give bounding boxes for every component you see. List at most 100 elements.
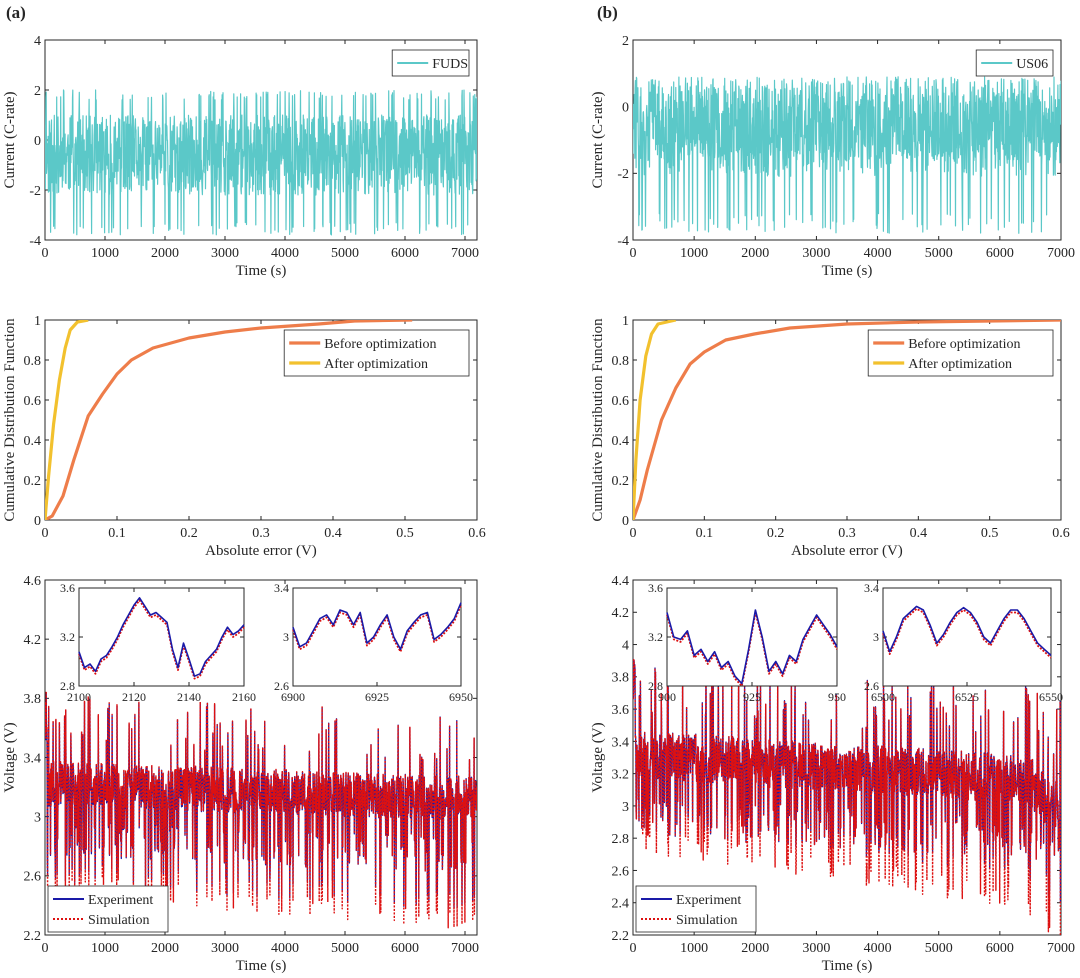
panel-label-b: (b) — [597, 3, 618, 22]
legend-label: Experiment — [676, 893, 741, 908]
a-cdf-chart: 0 0.1 0.2 0.3 0.4 0.5 0.6 0 0.2 0.4 0.6 0.8 1 Before … — [2, 314, 486, 559]
legend-label: Simulation — [676, 913, 737, 928]
x-tick-label: 3000 — [802, 246, 830, 261]
y-tick-label: 0.8 — [24, 354, 42, 369]
legend: Before optimization After optimization — [283, 329, 470, 377]
y-axis-label: Current (C-rate) — [590, 91, 606, 188]
x-tick-label: 2000 — [741, 941, 769, 956]
data-layer — [45, 89, 477, 236]
y-tick-label: -4 — [29, 234, 41, 249]
legend: Experiment Simulation — [635, 885, 757, 933]
legend: US06 — [975, 49, 1054, 77]
b-voltage-chart: 0 1000 2000 3000 4000 5000 6000 7000 2.2 2.4 2.6 2.… — [590, 574, 1075, 974]
legend-box — [635, 885, 757, 933]
x-tick-label: 6000 — [391, 941, 419, 956]
y-tick-label: 3.4 — [24, 751, 42, 766]
x-tick-label: 0 — [630, 246, 637, 261]
y-tick-label: 3 — [34, 811, 41, 826]
legend: FUDS — [391, 49, 470, 77]
inset-y-tick-label: 3.4 — [864, 581, 879, 595]
legend-label: Before optimization — [324, 337, 436, 352]
inset-simulation-line — [882, 607, 1052, 659]
x-tick-label: 0 — [42, 941, 49, 956]
inset-y-tick-label: 3.4 — [274, 581, 289, 595]
x-tick-label: 6000 — [391, 246, 419, 261]
inset-experiment-line — [882, 605, 1052, 656]
x-tick-label: 4000 — [864, 941, 892, 956]
legend-label: Before optimization — [908, 337, 1020, 352]
y-tick-label: 0.2 — [612, 474, 630, 489]
legend-box — [283, 329, 470, 377]
x-tick-label: 1000 — [680, 246, 708, 261]
x-tick-label: 0.3 — [838, 526, 856, 541]
x-tick-label: 0.3 — [252, 526, 270, 541]
data-layer — [45, 320, 413, 520]
x-tick-label: 4000 — [864, 246, 892, 261]
y-tick-label: 4.2 — [24, 633, 42, 648]
x-tick-label: 0.6 — [1052, 526, 1070, 541]
legend: Experiment Simulation — [47, 885, 169, 933]
x-axis-label: Time (s) — [236, 958, 287, 974]
x-axis-label: Time (s) — [236, 263, 287, 279]
legend-label: Experiment — [88, 893, 153, 908]
x-tick-label: 0.6 — [468, 526, 486, 541]
inset-x-tick-label: 6500 — [871, 690, 895, 704]
inset-x-tick-label: 6550 — [1039, 690, 1063, 704]
x-tick-label: 5000 — [925, 941, 953, 956]
y-axis-label: Cumulative Distribution Function — [590, 318, 606, 522]
x-tick-label: 0.1 — [696, 526, 714, 541]
x-tick-label: 4000 — [271, 941, 299, 956]
x-tick-label: 6000 — [986, 941, 1014, 956]
y-tick-label: 0.2 — [24, 474, 42, 489]
y-tick-label: 0.4 — [24, 434, 42, 449]
x-tick-label: 6000 — [986, 246, 1014, 261]
inset-x-tick-label: 2140 — [177, 690, 201, 704]
x-tick-label: 7000 — [1047, 941, 1075, 956]
inset-x-tick-label: 2160 — [232, 690, 256, 704]
x-tick-label: 0.2 — [767, 526, 785, 541]
x-tick-label: 0.1 — [108, 526, 126, 541]
x-axis-label: Absolute error (V) — [205, 543, 317, 559]
inset-y-tick-label: 3.2 — [60, 630, 75, 644]
legend-label: After optimization — [324, 357, 428, 372]
inset-experiment-line — [78, 596, 245, 678]
y-tick-label: 4.4 — [612, 574, 630, 589]
series-line-before — [633, 320, 1061, 520]
y-axis-label: Current (C-rate) — [2, 91, 18, 188]
y-tick-label: 3.8 — [612, 671, 630, 686]
x-tick-label: 7000 — [451, 246, 479, 261]
inset-y-tick-label: 3.2 — [648, 630, 663, 644]
x-tick-label: 1000 — [680, 941, 708, 956]
y-tick-label: 3.4 — [612, 735, 630, 750]
y-tick-label: 0.6 — [24, 394, 42, 409]
y-tick-label: 2.6 — [24, 870, 42, 885]
inset-x-tick-label: 2100 — [67, 690, 91, 704]
series-line-fuds — [45, 89, 477, 236]
y-tick-label: 0.6 — [612, 394, 630, 409]
a-current-chart: 0 1000 2000 3000 4000 5000 6000 7000 -4 -2 0 2 4 FUDS… — [2, 34, 479, 279]
legend-label: Simulation — [88, 913, 149, 928]
inset-simulation-line — [78, 599, 245, 680]
inset-experiment-line — [666, 609, 838, 685]
x-tick-label: 0.5 — [396, 526, 414, 541]
x-tick-label: 3000 — [802, 941, 830, 956]
x-tick-label: 2000 — [151, 941, 179, 956]
inset-experiment-line — [292, 602, 462, 651]
data-layer — [633, 320, 1061, 520]
x-tick-label: 0 — [42, 526, 49, 541]
inset-plot-area — [882, 587, 1052, 687]
x-tick-label: 7000 — [451, 941, 479, 956]
legend-label: US06 — [1016, 57, 1048, 72]
y-tick-label: 0 — [622, 514, 629, 529]
data-layer — [633, 658, 1061, 935]
inset-plot-area — [78, 587, 245, 687]
inset-x-tick-label: 6950 — [449, 690, 473, 704]
data-layer — [45, 690, 477, 929]
inset-x-tick-label: 6925 — [365, 690, 389, 704]
y-axis-label: Voltage (V) — [2, 722, 18, 792]
x-axis-label: Absolute error (V) — [791, 543, 903, 559]
inset-x-tick-label: 6525 — [955, 690, 979, 704]
x-tick-label: 0.4 — [324, 526, 342, 541]
a-voltage-chart: 0 1000 2000 3000 4000 5000 6000 7000 2.2 2.6 3 3.4 3… — [2, 574, 479, 974]
